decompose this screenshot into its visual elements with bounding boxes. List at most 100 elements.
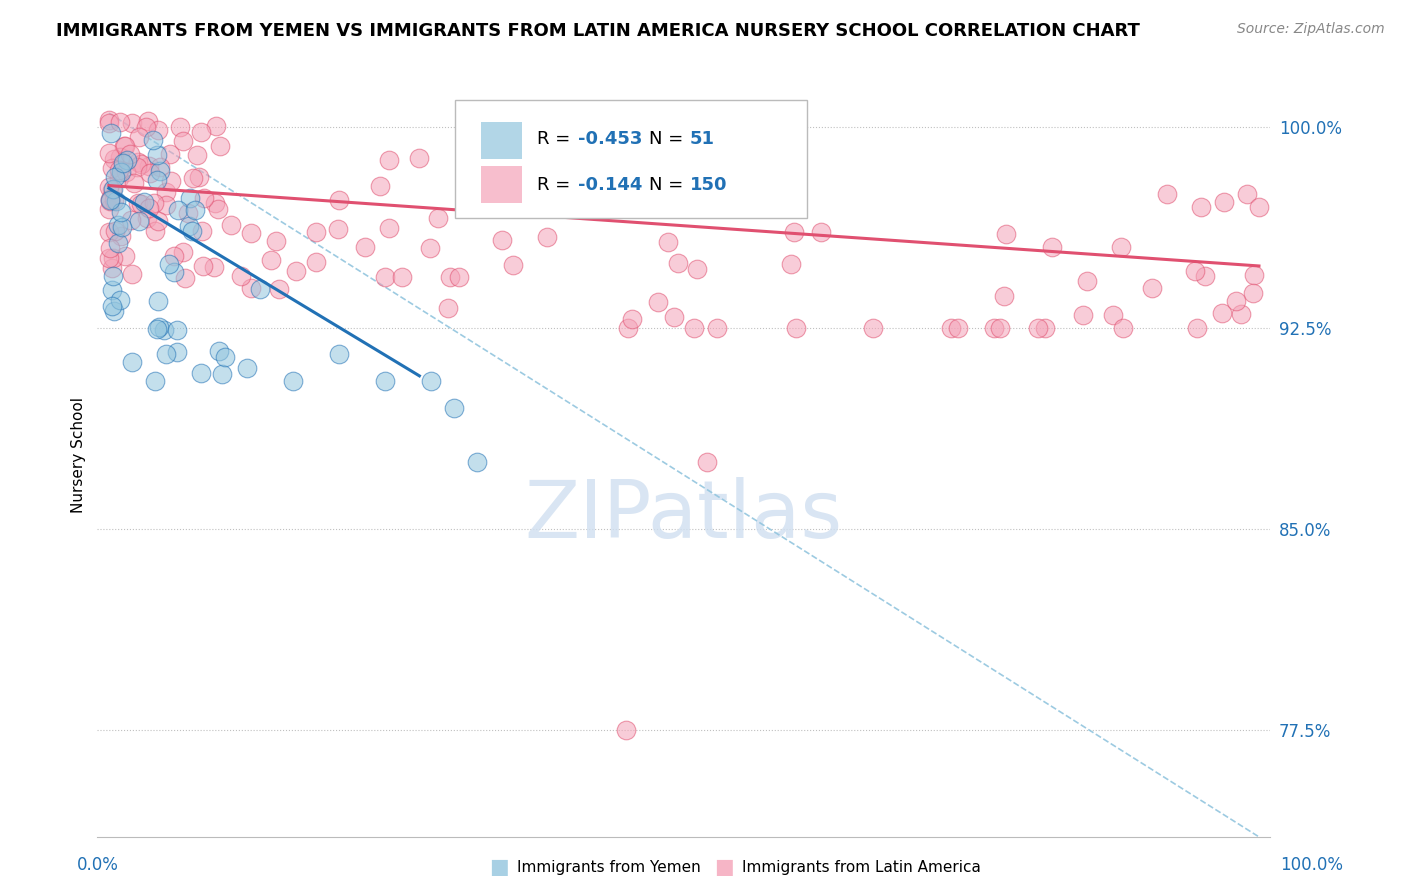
Point [107, 236, 129, 251]
Point [127, 155, 149, 169]
Point [181, 171, 204, 186]
Point [103, 194, 125, 208]
Point [101, 283, 124, 297]
Point [190, 366, 212, 380]
Point [439, 270, 461, 285]
Point [204, 196, 226, 211]
Text: -0.453: -0.453 [578, 130, 643, 148]
Point [686, 262, 709, 277]
Point [328, 347, 350, 361]
Point [132, 194, 155, 209]
Point [1247, 200, 1270, 214]
Point [1211, 306, 1233, 320]
Point [993, 289, 1015, 303]
Point [696, 455, 718, 469]
Point [240, 226, 263, 240]
Point [862, 320, 884, 334]
Point [190, 124, 212, 138]
Point [166, 345, 188, 359]
Point [211, 367, 233, 381]
Point [443, 401, 465, 415]
Point [146, 322, 169, 336]
Point [1140, 281, 1163, 295]
Point [112, 156, 135, 170]
Point [378, 153, 401, 168]
Point [236, 360, 259, 375]
Point [1187, 320, 1209, 334]
Point [1112, 320, 1135, 334]
Point [305, 255, 328, 269]
Point [128, 214, 150, 228]
Point [146, 148, 169, 162]
Point [177, 206, 200, 220]
Point [112, 139, 135, 153]
Point [620, 311, 643, 326]
Point [98, 112, 121, 127]
Point [231, 268, 253, 283]
Point [1236, 186, 1258, 201]
Point [419, 374, 441, 388]
Point [120, 212, 142, 227]
Point [129, 157, 152, 171]
Point [374, 374, 396, 388]
Point [368, 179, 391, 194]
Point [1102, 308, 1125, 322]
Point [666, 255, 689, 269]
Point [983, 320, 1005, 334]
Point [101, 260, 124, 275]
Point [128, 129, 150, 144]
Point [114, 138, 136, 153]
Text: 51: 51 [690, 130, 714, 148]
Point [136, 113, 159, 128]
Point [377, 221, 399, 235]
Point [108, 170, 131, 185]
Point [149, 160, 172, 174]
Point [328, 193, 350, 207]
Point [110, 164, 132, 178]
Point [447, 269, 470, 284]
Point [169, 120, 191, 134]
Point [491, 233, 513, 247]
Point [98, 180, 121, 194]
Point [172, 244, 194, 259]
Point [209, 139, 232, 153]
Point [191, 260, 214, 274]
Text: R =: R = [537, 130, 576, 148]
Point [177, 219, 200, 234]
Point [167, 203, 190, 218]
Point [1076, 274, 1098, 288]
Point [143, 224, 166, 238]
Point [948, 320, 970, 334]
Point [97, 115, 120, 129]
Point [179, 191, 201, 205]
Point [191, 224, 214, 238]
Point [810, 225, 832, 239]
Point [135, 211, 157, 225]
Point [127, 195, 149, 210]
Point [202, 260, 225, 275]
Point [166, 323, 188, 337]
Point [146, 294, 169, 309]
Point [1109, 240, 1132, 254]
Point [1026, 320, 1049, 334]
Point [426, 211, 449, 226]
Point [107, 219, 129, 233]
Point [205, 120, 228, 134]
Point [108, 150, 131, 164]
Point [1033, 320, 1056, 334]
Point [138, 201, 160, 215]
Point [108, 115, 131, 129]
Text: ■: ■ [714, 857, 734, 877]
Point [104, 194, 127, 209]
Point [101, 251, 124, 265]
Text: ZIPatlas: ZIPatlas [524, 477, 844, 555]
Point [657, 235, 679, 249]
Point [391, 269, 413, 284]
Point [269, 282, 291, 296]
Point [103, 152, 125, 166]
Point [135, 120, 157, 134]
Text: 0.0%: 0.0% [77, 856, 120, 874]
Point [994, 227, 1017, 241]
Point [184, 202, 207, 217]
Point [208, 343, 231, 358]
